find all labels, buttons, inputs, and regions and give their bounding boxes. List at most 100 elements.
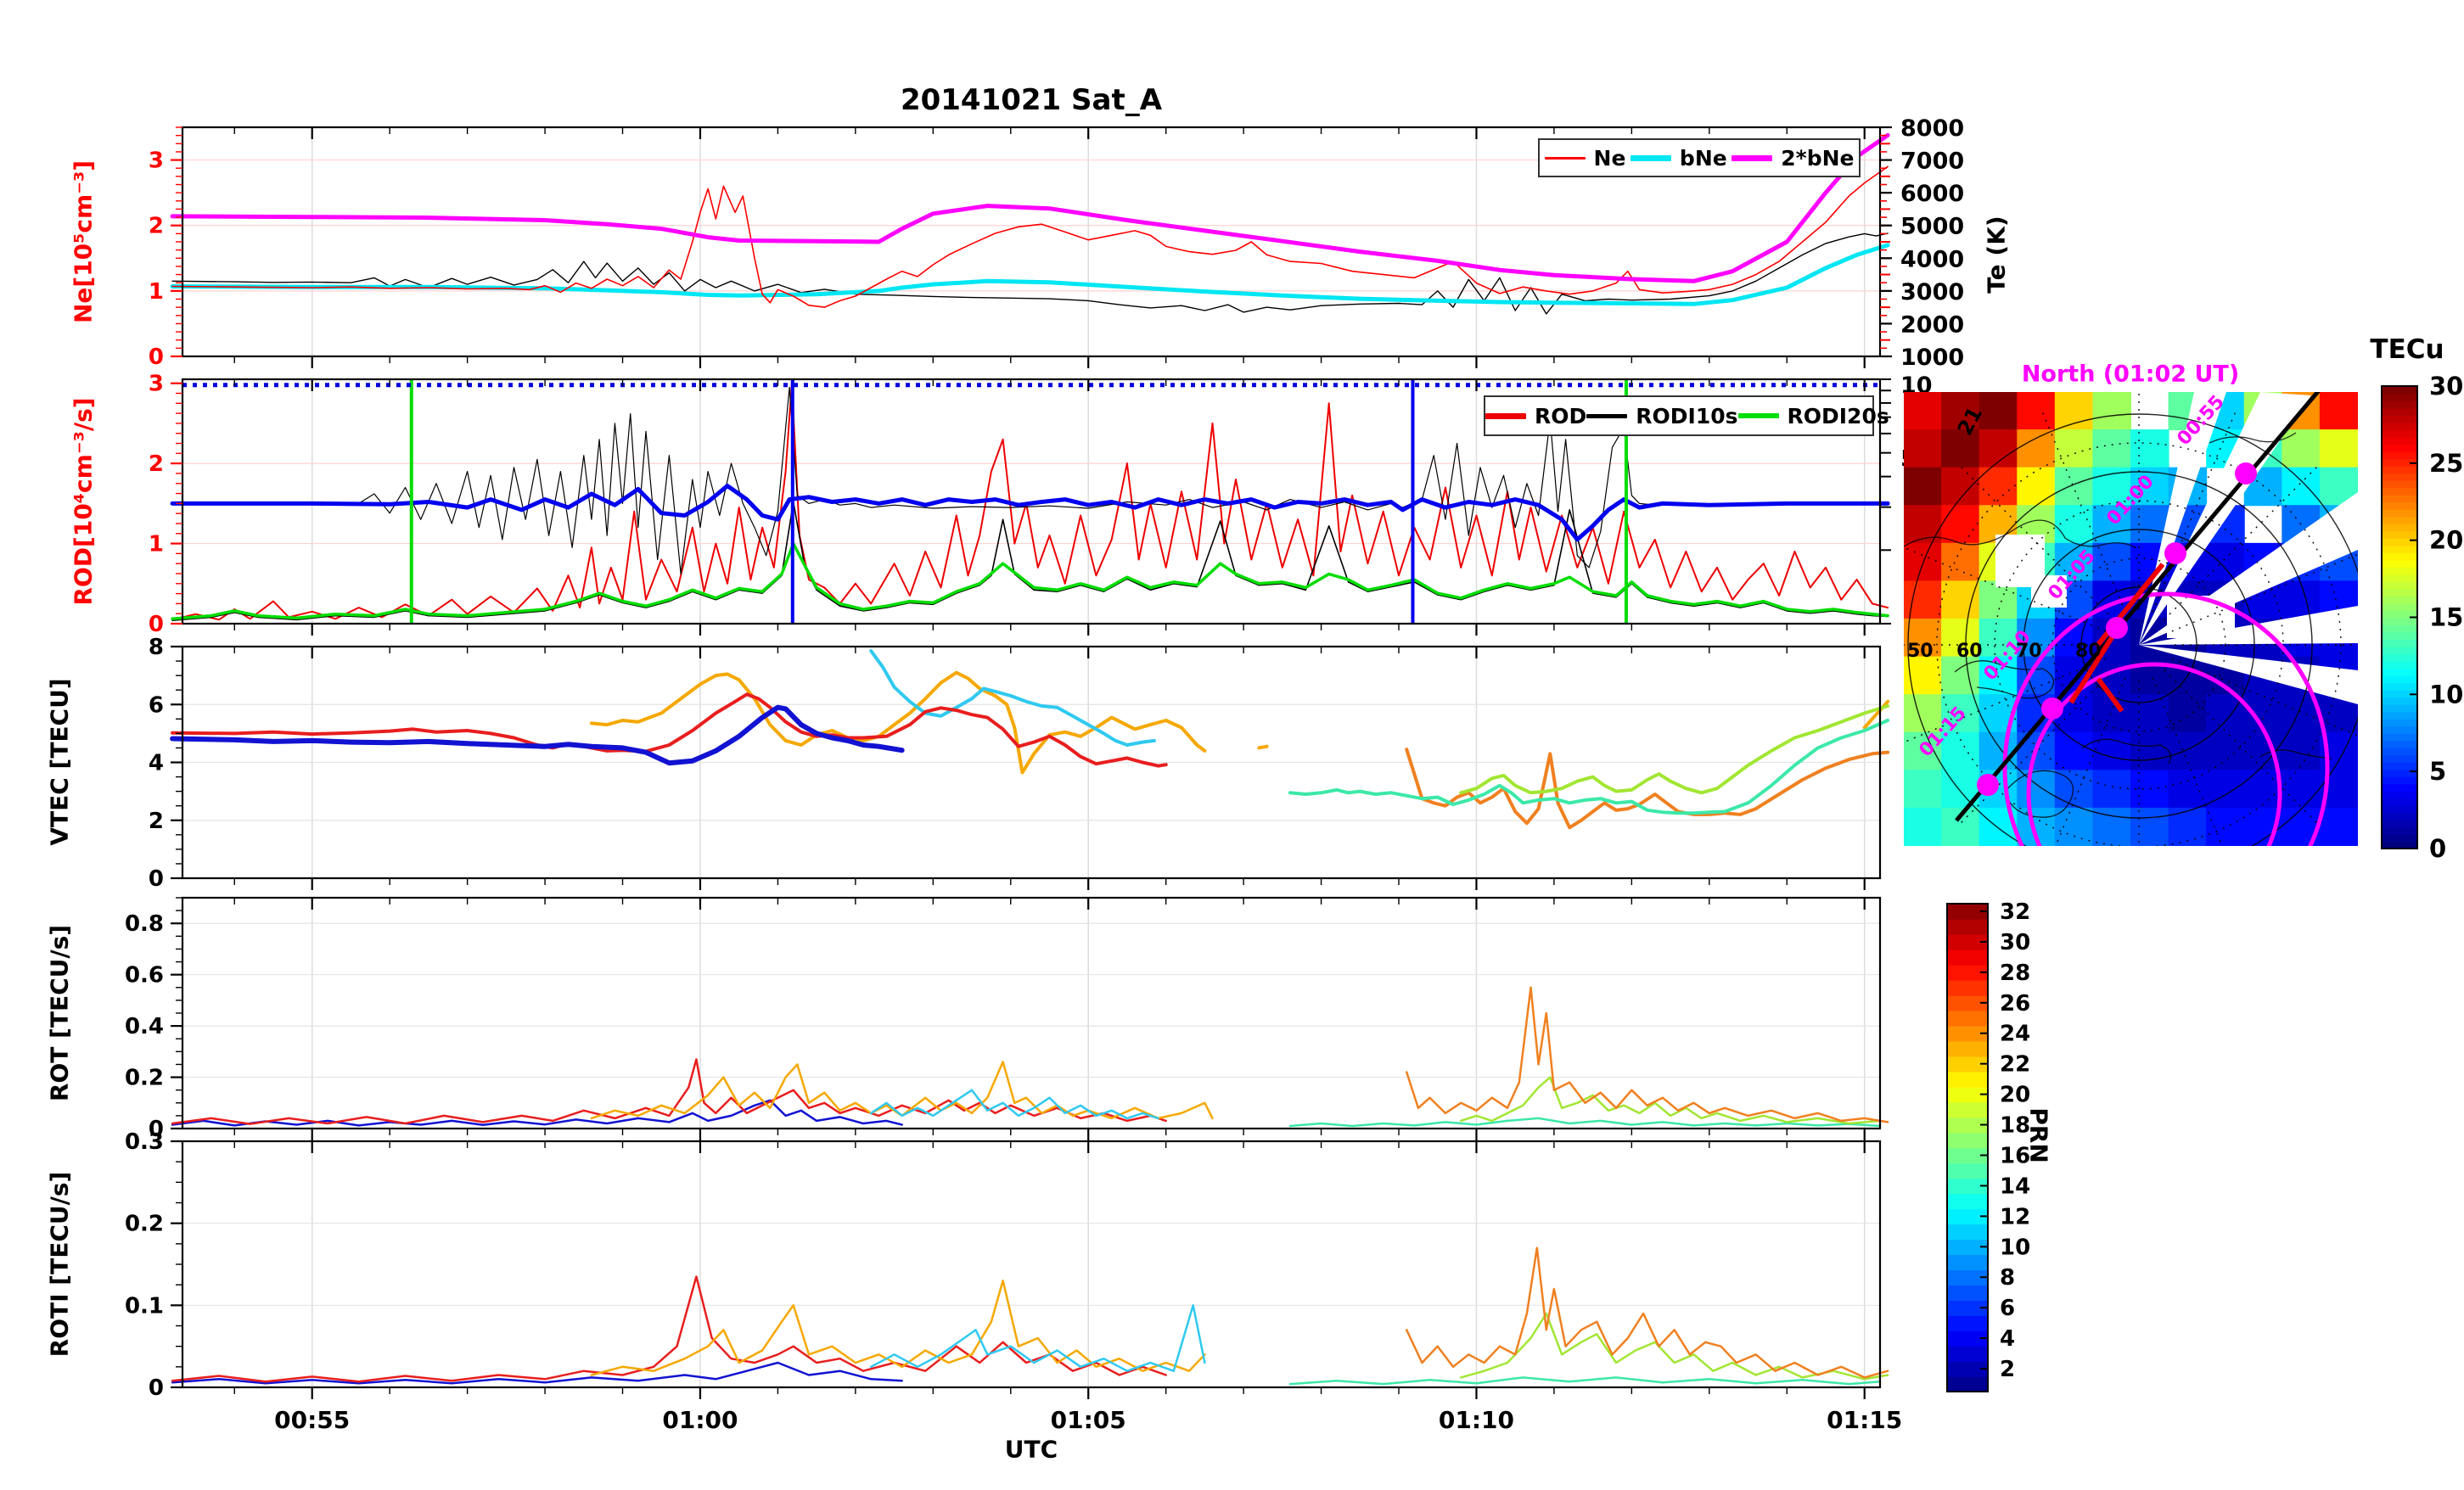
series-RODI20s <box>171 541 1889 621</box>
legend-item: Ne <box>1544 146 1625 171</box>
svg-text:2: 2 <box>149 451 164 477</box>
svg-text:50: 50 <box>1907 641 1934 662</box>
legend-rod: ROD RODI10s RODI20s <box>1484 395 1889 436</box>
y-axis-label-rot: ROT [TECU/s] <box>45 924 74 1102</box>
svg-text:2: 2 <box>149 214 164 239</box>
svg-text:22: 22 <box>2000 1052 2030 1078</box>
svg-text:32: 32 <box>2000 899 2030 925</box>
svg-text:0.3: 0.3 <box>125 1129 164 1155</box>
svg-text:0.8: 0.8 <box>125 911 164 937</box>
svg-text:7000: 7000 <box>1900 148 1964 175</box>
series-PRN21 <box>589 670 1207 775</box>
svg-text:15: 15 <box>2429 603 2463 632</box>
series-red <box>171 1058 1167 1125</box>
svg-text:10: 10 <box>2429 680 2463 709</box>
series-navy <box>171 1099 903 1127</box>
svg-text:1: 1 <box>149 532 164 557</box>
svg-text:2: 2 <box>149 809 164 834</box>
series-RODI10s-hf <box>358 386 1656 575</box>
svg-text:0.2: 0.2 <box>125 1212 164 1237</box>
svg-text:12: 12 <box>2000 1204 2030 1230</box>
svg-text:20: 20 <box>2429 526 2463 555</box>
svg-text:60: 60 <box>1956 641 1983 662</box>
track-time-dot <box>2041 697 2063 720</box>
series-threshold <box>170 484 1890 542</box>
svg-text:26: 26 <box>2000 991 2030 1017</box>
legend-label: bNe <box>1679 145 1727 171</box>
series-PRN18 <box>1459 704 1890 795</box>
svg-text:0.1: 0.1 <box>125 1293 164 1319</box>
series-PRN14 <box>1288 719 1890 815</box>
svg-text:4: 4 <box>2000 1326 2015 1352</box>
series-yg <box>1459 1312 1889 1381</box>
svg-text:14: 14 <box>2000 1174 2030 1199</box>
legend-item: 2*bNe <box>1732 146 1854 171</box>
legend-line-swatch <box>1732 154 1773 161</box>
series-amber <box>590 1280 1206 1376</box>
svg-text:0.6: 0.6 <box>125 963 164 989</box>
svg-text:01:15: 01:15 <box>1827 1406 1902 1434</box>
svg-text:01:05: 01:05 <box>1051 1406 1126 1434</box>
series-bNe <box>170 243 1890 306</box>
svg-text:8: 8 <box>2000 1265 2015 1291</box>
prn-colorbar-label: PRN <box>2024 1107 2053 1163</box>
series-Te <box>171 232 1889 315</box>
svg-text:0: 0 <box>149 1117 164 1142</box>
svg-text:0: 0 <box>2429 834 2446 863</box>
series-RODI10s <box>171 501 1889 622</box>
legend-label: 2*bNe <box>1781 145 1855 171</box>
svg-text:0: 0 <box>149 1375 164 1401</box>
svg-text:30: 30 <box>2429 372 2463 401</box>
y-axis-label-roti: ROTI [TECU/s] <box>45 1171 74 1358</box>
series-PRN04 <box>170 704 905 766</box>
svg-text:5: 5 <box>2429 757 2446 786</box>
series-ROD <box>171 382 1889 621</box>
panel-rot: 0 0.2 0.4 0.6 0.8 <box>125 896 1889 1142</box>
svg-text:0.2: 0.2 <box>125 1066 164 1091</box>
legend-line-swatch <box>1485 412 1526 419</box>
y-axis-label-rod: ROD[10⁴cm⁻³/s] <box>69 397 98 606</box>
series-PRN23 <box>1405 748 1890 830</box>
svg-text:28: 28 <box>2000 961 2030 986</box>
series-cyan <box>869 1304 1206 1372</box>
svg-text:10: 10 <box>2000 1235 2030 1260</box>
svg-text:20: 20 <box>2000 1083 2030 1108</box>
svg-text:70: 70 <box>2016 641 2042 662</box>
series-yg <box>1459 1076 1882 1125</box>
track-time-dot <box>2164 542 2186 564</box>
x-axis-label: UTC <box>1004 1435 1058 1464</box>
svg-text:00:55: 00:55 <box>274 1406 350 1434</box>
svg-text:3: 3 <box>149 372 164 397</box>
map-title: North (01:02 UT) <box>2021 361 2240 388</box>
svg-text:2: 2 <box>2000 1357 2015 1382</box>
legend-item: RODI20s <box>1737 404 1889 429</box>
y-axis-label-ne: Ne[10⁵cm⁻³] <box>69 160 98 324</box>
series-PRN11 <box>869 649 1156 747</box>
legend-item: ROD <box>1485 404 1586 429</box>
legend-label: RODI10s <box>1636 403 1738 429</box>
svg-text:6: 6 <box>149 692 164 718</box>
legend-label: ROD <box>1535 403 1587 429</box>
svg-text:0.4: 0.4 <box>125 1014 164 1039</box>
legend-line-swatch <box>1586 413 1628 418</box>
svg-text:2000: 2000 <box>1900 311 1964 338</box>
tecu-colorbar-title: TECu <box>2370 334 2444 365</box>
series-2*bNe <box>170 132 1890 283</box>
series-teal <box>1288 1117 1882 1128</box>
series-PRN21b <box>1257 744 1269 750</box>
legend-line-swatch <box>1544 156 1586 160</box>
legend-line-swatch <box>1630 154 1671 161</box>
svg-text:0: 0 <box>149 866 164 892</box>
svg-text:16: 16 <box>2000 1143 2030 1168</box>
y-axis-label-vtec: VTEC [TECU] <box>45 678 74 846</box>
legend-item: RODI10s <box>1586 403 1738 429</box>
legend-line-swatch <box>1737 413 1779 418</box>
series-PRN29 <box>171 692 1168 768</box>
series-navy <box>171 1361 903 1385</box>
svg-text:30: 30 <box>2000 930 2030 955</box>
series-orange <box>1405 986 1889 1123</box>
series-cyan <box>869 1089 1159 1120</box>
